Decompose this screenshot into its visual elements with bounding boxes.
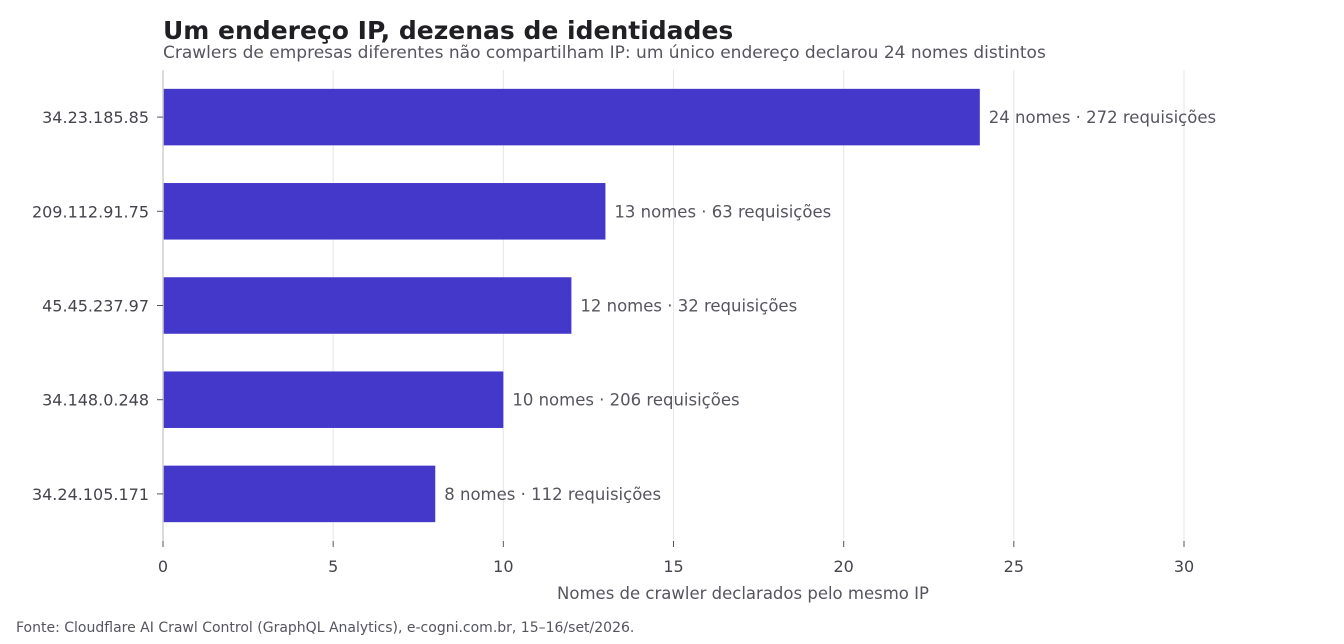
bar bbox=[163, 88, 980, 146]
bar-data-label: 10 nomes · 206 requisições bbox=[512, 391, 739, 410]
x-tick-label: 0 bbox=[158, 557, 168, 576]
bar-data-label: 12 nomes · 32 requisições bbox=[580, 297, 797, 316]
x-tick-label: 15 bbox=[663, 557, 683, 576]
chart-title: Um endereço IP, dezenas de identidades bbox=[163, 16, 734, 45]
bar-data-label: 24 nomes · 272 requisições bbox=[989, 108, 1216, 127]
bar bbox=[163, 371, 504, 428]
x-axis-title: Nomes de crawler declarados pelo mesmo I… bbox=[557, 584, 929, 603]
x-tick-label: 30 bbox=[1174, 557, 1194, 576]
chart-subtitle: Crawlers de empresas diferentes não comp… bbox=[163, 43, 1046, 63]
bar bbox=[163, 465, 436, 523]
bars: 24 nomes · 272 requisições 13 nomes · 63 … bbox=[163, 88, 1216, 523]
bar-data-label: 13 nomes · 63 requisições bbox=[614, 202, 831, 221]
axes: 0 5 10 15 20 25 30 34.23.185.85 209.112.91.75 45.… bbox=[32, 70, 1194, 576]
y-tick-label: 209.112.91.75 bbox=[32, 202, 149, 221]
y-tick-label: 34.24.105.171 bbox=[32, 485, 149, 504]
bar bbox=[163, 277, 572, 334]
source-note: Fonte: Cloudflare AI Crawl Control (Grap… bbox=[16, 620, 635, 636]
x-tick-label: 10 bbox=[493, 557, 513, 576]
x-tick-label: 25 bbox=[1004, 557, 1024, 576]
y-tick-label: 45.45.237.97 bbox=[42, 297, 149, 316]
y-tick-label: 34.23.185.85 bbox=[42, 108, 149, 127]
y-tick-label: 34.148.0.248 bbox=[42, 391, 149, 410]
bar bbox=[163, 183, 606, 240]
x-tick-label: 5 bbox=[328, 557, 338, 576]
x-tick-label: 20 bbox=[833, 557, 853, 576]
bar-data-label: 8 nomes · 112 requisições bbox=[444, 485, 661, 504]
